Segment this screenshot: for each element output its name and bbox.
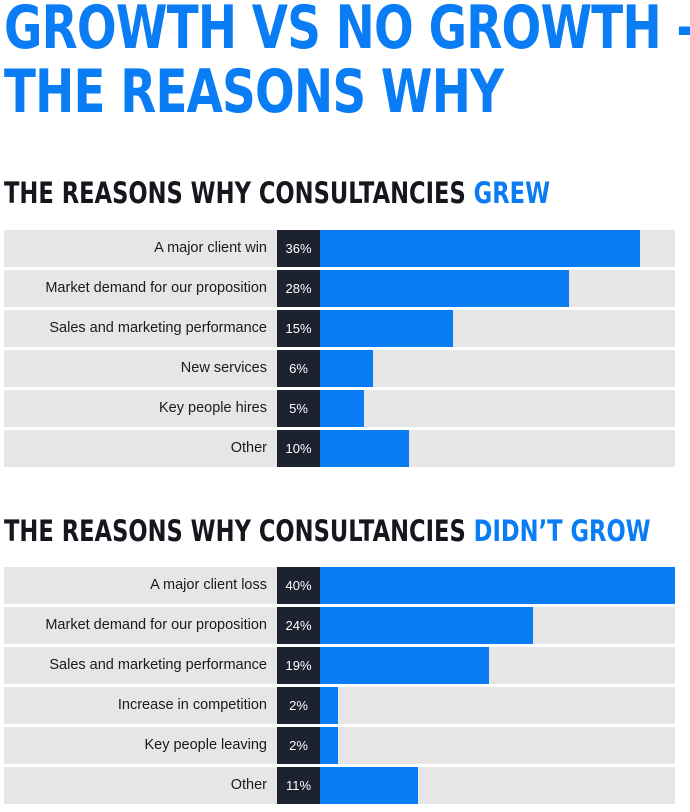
bar-category-label: Sales and marketing performance [4,647,277,684]
bar-category-label: Market demand for our proposition [4,270,277,307]
bar-category-label: A major client win [4,230,277,267]
bar-row: Sales and marketing performance 19% [4,647,675,684]
bar-category-label: Key people hires [4,390,277,427]
bar-category-label: Key people leaving [4,727,277,764]
bar [320,727,338,764]
bar-row: Market demand for our proposition 24% [4,607,675,644]
bar-row: Sales and marketing performance 15% [4,310,675,347]
bar-row: New services 6% [4,350,675,387]
bar [320,767,418,804]
bar-value-label: 5% [277,390,320,427]
bar-value-label: 11% [277,767,320,804]
bar-track [277,727,675,764]
chart-title-grew-accent: GREW [473,176,551,210]
bar [320,567,675,604]
bar [320,687,338,724]
bar-category-label: Other [4,767,277,804]
bar-category-label: New services [4,350,277,387]
bar-row: A major client loss 40% [4,567,675,604]
bar-value-label: 19% [277,647,320,684]
bar-category-label: Market demand for our proposition [4,607,277,644]
bar-value-label: 28% [277,270,320,307]
bar-track [277,687,675,724]
chart-didnt-grow: A major client loss 40% Market demand for … [4,567,675,807]
bar-value-label: 6% [277,350,320,387]
bar-category-label: A major client loss [4,567,277,604]
bar [320,270,569,307]
bar-value-label: 24% [277,607,320,644]
bar-category-label: Sales and marketing performance [4,310,277,347]
chart-title-grew: THE REASONS WHY CONSULTANCIES GREW [4,176,550,210]
page-title-line1: GROWTH VS NO GROWTH - [4,0,690,63]
bar-row: A major client win 36% [4,230,675,267]
bar-row: Market demand for our proposition 28% [4,270,675,307]
bar-row: Key people hires 5% [4,390,675,427]
bar-value-label: 40% [277,567,320,604]
bar-row: Other 10% [4,430,675,467]
page-title-line2: THE REASONS WHY [4,57,504,127]
bar [320,230,640,267]
bar [320,350,374,387]
chart-title-grew-text: THE REASONS WHY CONSULTANCIES [4,176,466,210]
bar-row: Other 11% [4,767,675,804]
bar-value-label: 10% [277,430,320,467]
chart-title-didnt-grow: THE REASONS WHY CONSULTANCIES DIDN’T GRO… [4,514,651,548]
bar-row: Increase in competition 2% [4,687,675,724]
bar [320,647,489,684]
bar-value-label: 36% [277,230,320,267]
bar [320,607,533,644]
bar-row: Key people leaving 2% [4,727,675,764]
bar-category-label: Increase in competition [4,687,277,724]
chart-title-didnt-grow-text: THE REASONS WHY CONSULTANCIES [4,514,466,548]
bar-value-label: 2% [277,727,320,764]
bar [320,430,409,467]
bar-value-label: 15% [277,310,320,347]
bar-category-label: Other [4,430,277,467]
bar-value-label: 2% [277,687,320,724]
bar [320,390,365,427]
chart-title-didnt-grow-accent: DIDN’T GROW [473,514,651,548]
page-title: GROWTH VS NO GROWTH - THE REASONS WHY [4,0,690,124]
chart-grew: A major client win 36% Market demand for o… [4,230,675,470]
bar [320,310,454,347]
